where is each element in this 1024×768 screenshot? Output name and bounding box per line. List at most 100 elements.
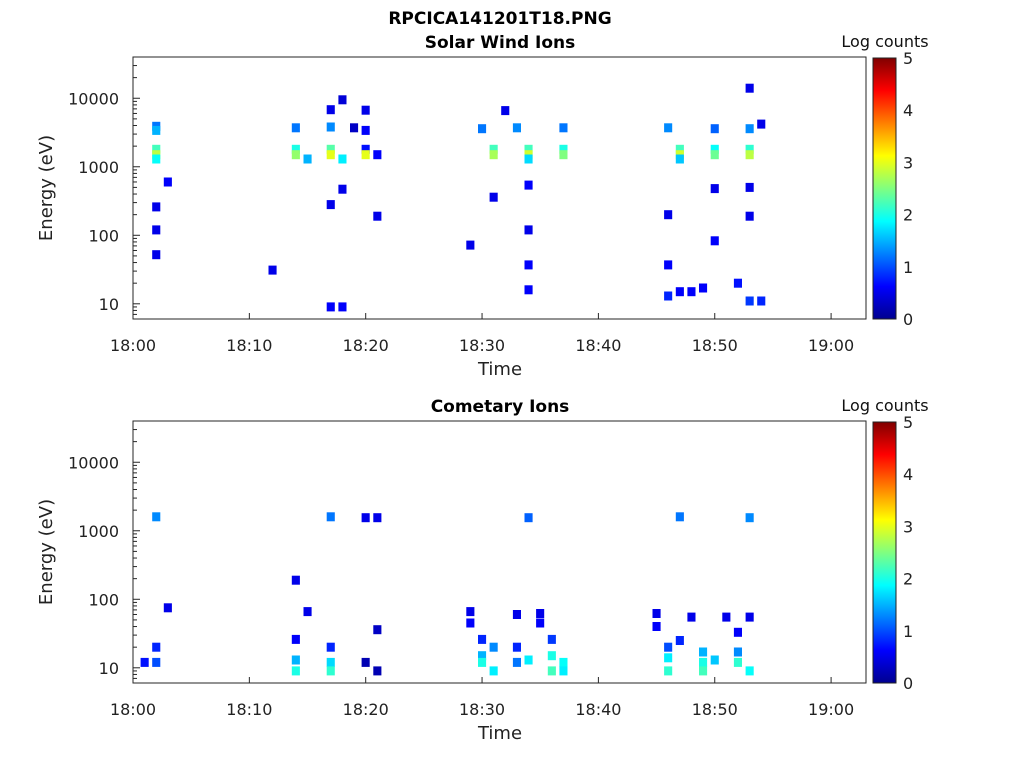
heatmap-cell (664, 653, 673, 663)
heatmap-cell (163, 603, 172, 613)
heatmap-cell (512, 657, 521, 667)
heatmap-cell (524, 260, 533, 270)
heatmap-cell (512, 123, 521, 133)
heatmap-cell (326, 302, 335, 312)
heatmap-cell (559, 657, 568, 667)
heatmap-cell (489, 192, 498, 202)
heatmap-cell (710, 655, 719, 665)
heatmap-cell (478, 657, 487, 667)
heatmap-cell (710, 150, 719, 160)
heatmap-cell (524, 285, 533, 295)
heatmap-cell (361, 125, 370, 135)
colorbar-tick-label: 0 (903, 310, 913, 329)
x-tick-label: 19:00 (808, 700, 854, 719)
heatmap-cell (536, 618, 545, 628)
heatmap-cell (489, 666, 498, 676)
heatmap-cell (745, 513, 754, 523)
heatmap-cell (361, 150, 370, 160)
heatmap-cell (326, 122, 335, 132)
heatmap-cell (373, 625, 382, 635)
y-axis-label: Energy (eV) (36, 499, 57, 605)
colorbar: Log counts 0 1 2 3 4 5 (841, 32, 928, 329)
heatmap-cell (745, 83, 754, 93)
figure-title: RPCICA141201T18.PNG (388, 9, 611, 29)
heatmap-cell (547, 666, 556, 676)
y-axis-label: Energy (eV) (36, 135, 57, 241)
heatmap-cell (733, 657, 742, 667)
heatmap-cell (361, 144, 370, 154)
x-tick-label: 18:40 (575, 700, 621, 719)
plot-area (132, 56, 867, 320)
colorbar: Log counts 0 1 2 3 4 5 (841, 396, 928, 693)
heatmap-cell (326, 105, 335, 115)
heatmap-cell (152, 225, 161, 235)
heatmap-cells (140, 512, 754, 676)
heatmap-cell (536, 609, 545, 618)
heatmap-cell (291, 123, 300, 133)
colorbar-tick-label: 2 (903, 206, 913, 225)
colorbar-tick-label: 3 (903, 517, 913, 536)
heatmap-cell (489, 144, 498, 154)
x-tick-label: 18:50 (692, 700, 738, 719)
colorbar-tick-label: 5 (903, 49, 913, 68)
heatmap-cell (338, 302, 347, 312)
heatmap-cell (664, 666, 673, 676)
heatmap-cell (326, 150, 335, 160)
heatmap-cell (163, 177, 172, 187)
heatmap-cell (559, 123, 568, 133)
heatmap-cell (501, 106, 510, 116)
x-tick-label: 18:20 (343, 336, 389, 355)
y-tick-label: 1000 (78, 522, 119, 541)
x-tick-label: 18:50 (692, 336, 738, 355)
y-tick-label: 10000 (68, 89, 119, 108)
heatmap-cell (338, 95, 347, 105)
heatmap-cell (699, 647, 708, 657)
heatmap-cell (745, 182, 754, 192)
heatmap-cell (489, 150, 498, 160)
colorbar-tick-label: 1 (903, 622, 913, 641)
heatmap-cell (664, 291, 673, 301)
heatmap-cell (152, 154, 161, 164)
plot-area (132, 420, 867, 684)
heatmap-cell (524, 144, 533, 154)
y-tick-label: 10 (99, 659, 119, 678)
heatmap-cell (350, 123, 359, 133)
heatmap-cell (559, 666, 568, 676)
heatmap-cell (559, 150, 568, 160)
heatmap-cell (745, 612, 754, 622)
heatmap-cell (152, 657, 161, 667)
heatmap-cell (733, 647, 742, 657)
chart-title: Cometary Ions (431, 397, 570, 417)
colorbar-gradient (872, 57, 897, 320)
heatmap-cell (291, 634, 300, 644)
heatmap-cell (303, 154, 312, 164)
panel-cometary: Cometary Ions 18:00 18:10 18:20 18:30 18:40 1… (36, 396, 929, 744)
chart-title: Solar Wind Ions (425, 33, 576, 53)
colorbar-label: Log counts (841, 32, 928, 51)
heatmap-cell (152, 125, 161, 135)
heatmap-cell (733, 278, 742, 288)
heatmap-cell (745, 124, 754, 134)
heatmap-cell (466, 607, 475, 617)
heatmap-cell (699, 283, 708, 293)
heatmap-cell (547, 634, 556, 644)
heatmap-cell (559, 144, 568, 154)
colorbar-tick-label: 5 (903, 413, 913, 432)
y-tick-label: 10000 (68, 453, 119, 472)
heatmap-cell (338, 184, 347, 194)
x-axis-label: Time (477, 359, 522, 380)
heatmap-cell (652, 622, 661, 631)
heatmap-cell (291, 150, 300, 160)
heatmap-cell (652, 609, 661, 618)
x-tick-label: 19:00 (808, 336, 854, 355)
heatmap-cell (152, 202, 161, 212)
heatmap-cell (710, 124, 719, 134)
heatmap-cell (326, 642, 335, 652)
heatmap-cell (303, 607, 312, 617)
heatmap-cell (745, 150, 754, 160)
heatmap-cell (373, 666, 382, 676)
x-tick-label: 18:30 (459, 700, 505, 719)
heatmap-cell (675, 154, 684, 164)
heatmap-cell (373, 211, 382, 221)
heatmap-cell (524, 154, 533, 164)
